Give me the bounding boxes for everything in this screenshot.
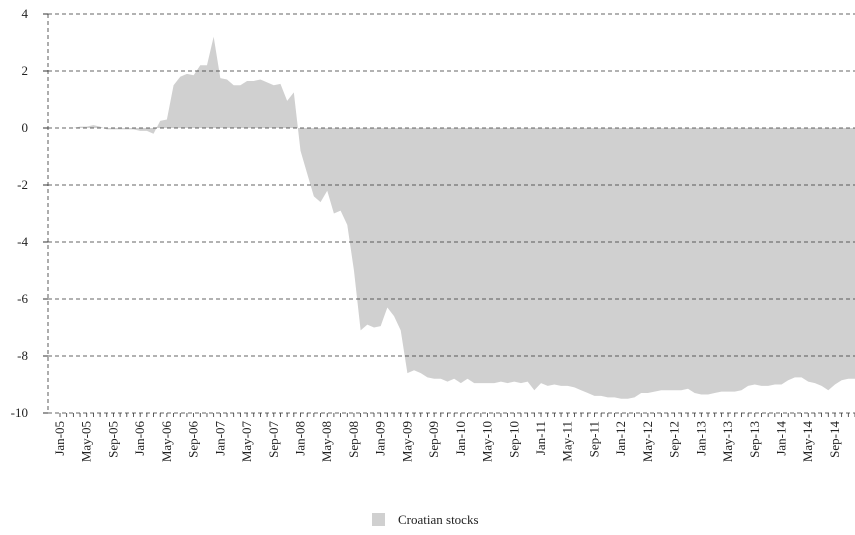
y-tick-label: -6 bbox=[17, 291, 28, 306]
x-tick-label: Jan-09 bbox=[373, 421, 388, 456]
x-tick-label: May-05 bbox=[79, 421, 94, 462]
x-tick-label: Jan-12 bbox=[613, 421, 628, 456]
x-tick-label: May-11 bbox=[560, 421, 575, 462]
x-tick-label: Jan-10 bbox=[453, 421, 468, 456]
y-tick-label: -10 bbox=[11, 405, 28, 420]
x-tick-label: Sep-14 bbox=[827, 421, 842, 458]
x-tick-label: Sep-07 bbox=[266, 421, 281, 458]
x-tick-label: Sep-08 bbox=[346, 421, 361, 458]
x-tick-label: May-10 bbox=[480, 421, 495, 462]
y-tick-label: -4 bbox=[17, 234, 28, 249]
x-tick-label: Sep-10 bbox=[506, 421, 521, 458]
x-tick-label: Sep-05 bbox=[105, 421, 120, 458]
y-tick-label: 0 bbox=[22, 120, 29, 135]
x-tick-label: May-13 bbox=[720, 421, 735, 462]
y-tick-label: -8 bbox=[17, 348, 28, 363]
x-tick-label: Sep-13 bbox=[747, 421, 762, 458]
x-tick-label: May-09 bbox=[399, 421, 414, 462]
x-tick-label: Jan-14 bbox=[774, 421, 789, 456]
legend-label: Croatian stocks bbox=[398, 512, 479, 527]
x-tick-label: May-07 bbox=[239, 421, 254, 463]
x-tick-label: Jan-06 bbox=[132, 421, 147, 456]
x-tick-label: Jan-08 bbox=[293, 421, 308, 456]
x-tick-label: May-12 bbox=[640, 421, 655, 462]
x-tick-label: Sep-06 bbox=[186, 421, 201, 458]
x-tick-label: Jan-05 bbox=[52, 421, 67, 456]
x-tick-label: Jan-13 bbox=[693, 421, 708, 456]
x-tick-label: Jan-07 bbox=[212, 421, 227, 456]
x-tick-label: Sep-11 bbox=[586, 421, 601, 457]
x-tick-label: May-08 bbox=[319, 421, 334, 462]
x-tick-label: May-06 bbox=[159, 421, 174, 463]
x-tick-label: Jan-11 bbox=[533, 421, 548, 455]
legend-swatch bbox=[372, 513, 385, 526]
y-tick-label: 2 bbox=[22, 63, 29, 78]
x-tick-label: Sep-12 bbox=[667, 421, 682, 458]
area bbox=[60, 36, 855, 399]
x-tick-label: May-14 bbox=[800, 421, 815, 463]
x-tick-label: Sep-09 bbox=[426, 421, 441, 458]
y-tick-label: 4 bbox=[22, 6, 29, 21]
y-tick-label: -2 bbox=[17, 177, 28, 192]
